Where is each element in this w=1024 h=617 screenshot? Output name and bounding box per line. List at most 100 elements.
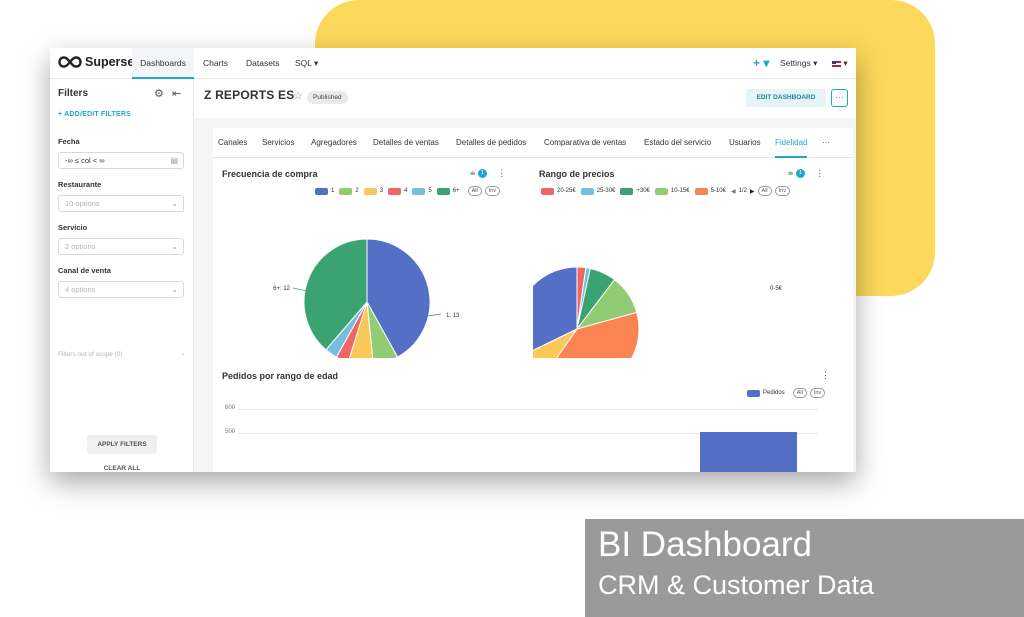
add-edit-filters-button[interactable]: + ADD/EDIT FILTERS (58, 111, 132, 118)
chevron-down-icon: ⌄ (171, 285, 178, 294)
star-icon[interactable]: ☆ (293, 90, 303, 102)
chart2-controls: ⩧ 1 ⋮ (788, 168, 824, 179)
restaurante-select[interactable]: 10 options ⌄ (58, 195, 184, 212)
legend-invert-button[interactable]: Inv (809, 388, 826, 398)
legend-prev-icon[interactable]: ◀ (730, 188, 736, 195)
language-caret: ▾ (843, 58, 848, 68)
legend-label: +30€ (636, 188, 650, 194)
pie-slice-1[interactable] (366, 238, 431, 358)
servicio-select[interactable]: 2 options ⌄ (58, 238, 184, 255)
superset-window: Superset Dashboards Charts Datasets SQL … (50, 48, 856, 472)
legend-item[interactable]: 10-15€ (654, 187, 690, 195)
legend-swatch (541, 187, 554, 195)
pie-slice-6+[interactable] (303, 238, 368, 351)
chart-menu-icon[interactable]: ⋮ (815, 168, 825, 178)
overlay-title: BI Dashboard (598, 525, 813, 564)
slice-label: 1: 13 (446, 313, 460, 319)
legend-label: 5-10€ (710, 188, 726, 194)
gridline (238, 433, 818, 434)
settings-menu[interactable]: Settings ▾ (780, 58, 818, 68)
legend-item[interactable]: 1 (315, 187, 334, 195)
tab-canales[interactable]: Canales (218, 138, 248, 147)
tab-detalles-pedidos[interactable]: Detalles de pedidos (456, 138, 527, 147)
tab-fidelidad[interactable]: Fidelidad (775, 128, 808, 158)
legend-item[interactable]: +30€ (620, 187, 650, 195)
legend-page: 1/2 (738, 188, 747, 194)
legend-all-button[interactable]: All (467, 186, 482, 196)
superset-logo[interactable]: Superset (58, 55, 139, 69)
label-leader-line (427, 313, 442, 317)
legend-label: 6+ (452, 188, 460, 194)
legend-swatch (363, 187, 377, 195)
legend-label: 25-30€ (596, 188, 616, 194)
apply-filters-button[interactable]: APPLY FILTERS (87, 435, 157, 454)
bar-pedidos[interactable] (700, 432, 797, 472)
gear-icon[interactable]: ⚙ (154, 88, 164, 100)
legend-item[interactable]: 4 (388, 187, 407, 195)
tab-agregadores[interactable]: Agregadores (311, 138, 357, 147)
legend-item[interactable]: 20-25€ (541, 187, 576, 195)
tab-estado-servicio[interactable]: Estado del servicio (644, 138, 712, 147)
overlay-subtitle: CRM & Customer Data (598, 570, 875, 600)
chart2-legend: 20-25€ 25-30€ +30€ 10-15€ 5-10€ ◀ 1/2 ▶ … (541, 186, 790, 196)
y-tick-label: 500 (225, 429, 236, 435)
legend-swatch (620, 187, 634, 195)
legend-all-button[interactable]: All (757, 186, 772, 196)
legend-invert-button[interactable]: Inv (484, 186, 501, 196)
pie-chart-frecuencia: 1: 132: 23: 26+: 12 (273, 238, 460, 358)
legend-item[interactable]: 5-10€ (694, 187, 726, 195)
edit-dashboard-button[interactable]: EDIT DASHBOARD (746, 89, 826, 107)
new-item-button[interactable]: + ▾ (753, 56, 770, 70)
chart-menu-icon[interactable]: ⋮ (821, 370, 830, 380)
legend-swatch (388, 187, 402, 195)
fecha-range-field[interactable]: -∞ ≤ col < ∞ ▤ (58, 152, 184, 169)
dashboard-title: Z REPORTS ES (204, 88, 295, 102)
nav-tab-sql[interactable]: SQL ▾ (295, 58, 319, 68)
chevron-down-icon: ⌄ (171, 199, 178, 208)
legend-item[interactable]: 6+ (436, 187, 460, 195)
tab-comparativa-ventas[interactable]: Comparativa de ventas (544, 138, 627, 147)
language-menu[interactable]: ▾ (832, 48, 848, 79)
legend-item[interactable]: 25-30€ (580, 187, 616, 195)
tab-more[interactable]: ··· (822, 138, 830, 147)
tab-usuarios[interactable]: Usuarios (729, 138, 761, 147)
legend-invert-button[interactable]: Inv (774, 186, 790, 196)
out-of-scope-label: Filters out of scope (0) (58, 351, 123, 358)
legend-label: Pedidos (763, 390, 785, 396)
legend-item[interactable]: 2 (339, 187, 359, 195)
chart-title-rango-precios: Rango de precios (539, 169, 615, 179)
legend-item[interactable]: 5 (412, 187, 432, 195)
legend-swatch (436, 187, 450, 195)
legend-swatch (580, 187, 594, 195)
slice-label: 0-5€ (770, 286, 783, 292)
collapse-sidebar-icon[interactable]: ⇤ (172, 88, 182, 100)
legend-item[interactable]: 3 (363, 187, 383, 195)
nav-tab-charts[interactable]: Charts (203, 58, 229, 68)
canal-select[interactable]: 4 options ⌄ (58, 281, 184, 298)
chart-title-frecuencia: Frecuencia de compra (222, 169, 318, 179)
pie-slice-3[interactable] (348, 301, 374, 358)
nav-tab-datasets[interactable]: Datasets (246, 58, 280, 68)
nav-tab-dashboards[interactable]: Dashboards (132, 48, 194, 79)
legend-next-icon[interactable]: ▶ (749, 188, 755, 195)
legend-all-button[interactable]: All (792, 388, 807, 398)
filter-icon[interactable]: ⩧ (788, 168, 794, 178)
legend-swatch (747, 389, 760, 397)
filters-out-of-scope[interactable]: Filters out of scope (0) › (58, 351, 184, 358)
legend-label: 5 (428, 188, 432, 194)
clear-all-button[interactable]: CLEAR ALL (103, 465, 141, 472)
pie-slice-0-5€[interactable] (533, 266, 578, 356)
legend-item[interactable]: Pedidos (747, 389, 785, 397)
more-options-button[interactable]: ··· (831, 89, 848, 107)
tab-detalles-ventas[interactable]: Detalles de ventas (373, 138, 439, 147)
pie-slice-2[interactable] (366, 301, 399, 358)
pie-slice-5-10€[interactable] (541, 311, 640, 358)
pie-slice-15-20€[interactable] (533, 327, 579, 358)
tab-servicios[interactable]: Servicios (262, 138, 295, 147)
chart3-legend: Pedidos All Inv (747, 388, 826, 398)
restaurante-placeholder: 10 options (65, 199, 100, 208)
pie-chart-rango-precios: +30€10-15€5-10€15-20€0-5€ (533, 266, 783, 358)
filter-icon[interactable]: ⩧ (470, 168, 476, 178)
filter-label-canal: Canal de venta (58, 266, 111, 275)
chart-menu-icon[interactable]: ⋮ (497, 168, 507, 178)
